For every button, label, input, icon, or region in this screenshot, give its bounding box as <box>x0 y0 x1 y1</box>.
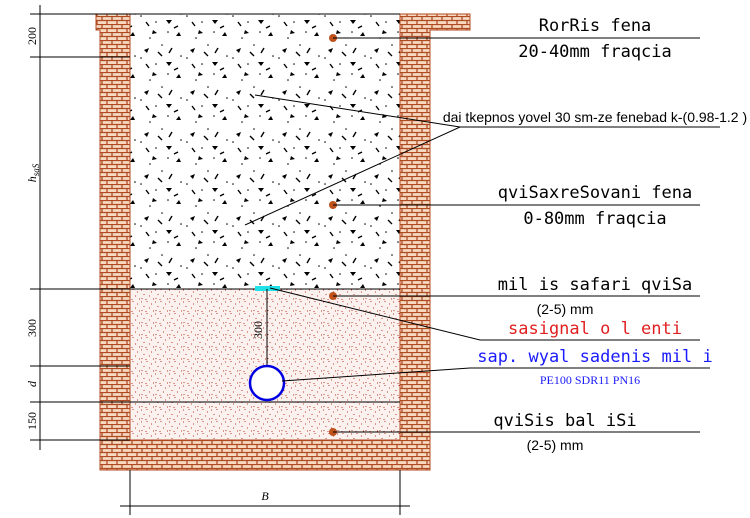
label: sap. wyal sadenis mil i <box>477 347 712 367</box>
label: PE100 SDR11 PN16 <box>540 373 640 387</box>
dim-label: 300 <box>251 321 265 339</box>
dim-sub: saS <box>31 163 41 176</box>
label: 20-40mm fraqcia <box>518 42 672 62</box>
dim-label: 300 <box>25 319 39 337</box>
dim-label: 200 <box>25 27 39 45</box>
trench-diagram: 200 hsaS 300 d 150 300 B RorRis fena 20-… <box>0 0 750 518</box>
dim-label: hsaS <box>25 163 41 182</box>
dim-label: B <box>261 489 269 503</box>
label: qviSaxreSovani fena <box>498 183 692 203</box>
label: (2-5) mm <box>537 301 594 317</box>
dim-label: d <box>25 380 39 387</box>
note: dai tkepnos yovel 30 sm-ze fenebad k-(0.… <box>443 109 747 125</box>
label: mil is safari qviSa <box>498 275 692 295</box>
label: 0-80mm fraqcia <box>523 209 666 229</box>
gravel-fill <box>130 14 400 289</box>
label: (2-5) mm <box>527 437 584 453</box>
label: qviSis bal iSi <box>493 411 636 431</box>
pipe <box>250 366 284 400</box>
label: RorRis fena <box>539 16 652 36</box>
dim-label: 150 <box>25 412 39 430</box>
label: sasignal o l enti <box>508 319 682 339</box>
sand-fill <box>130 289 400 440</box>
